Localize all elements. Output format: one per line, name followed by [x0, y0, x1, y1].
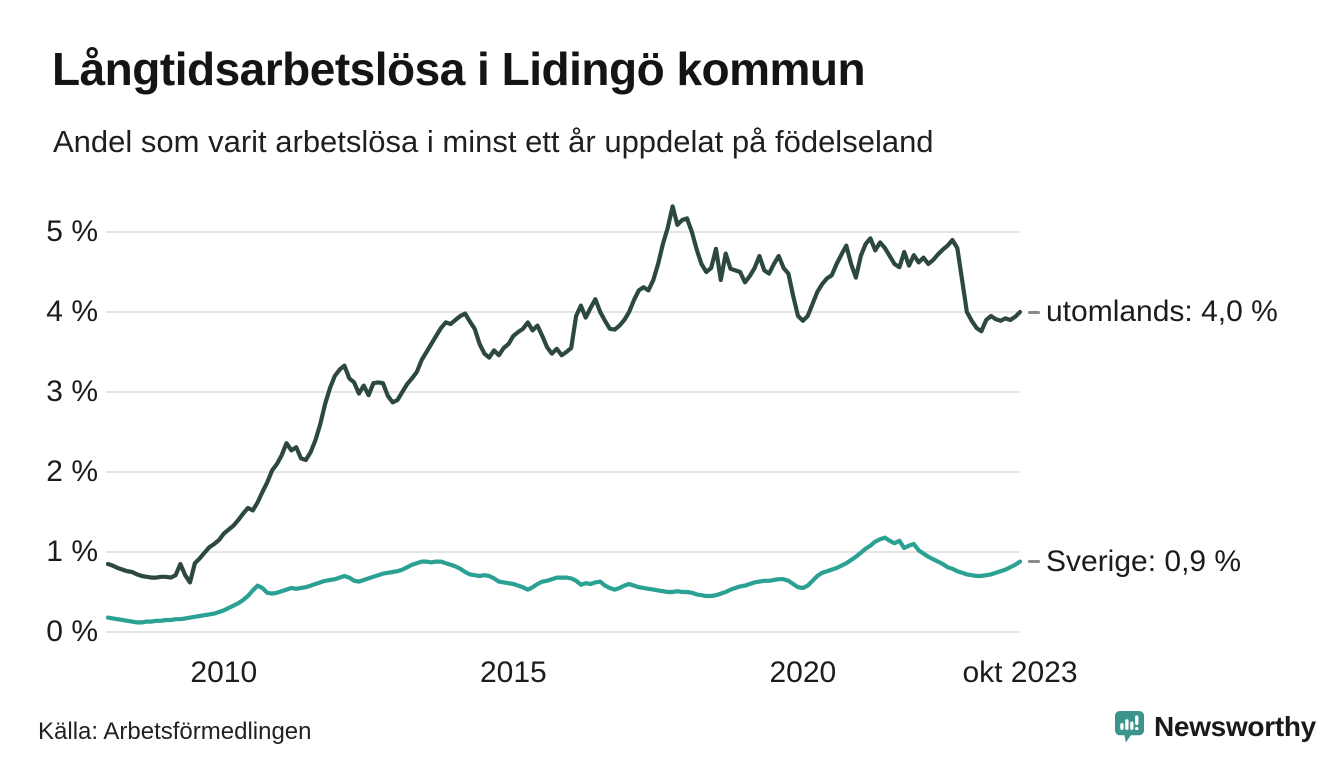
source-note: Källa: Arbetsförmedlingen	[38, 718, 312, 745]
y-axis-label: 3 %	[46, 375, 98, 408]
x-axis-label: 2010	[190, 656, 258, 689]
series-label-text: utomlands: 4,0 %	[1046, 295, 1278, 328]
x-axis-label: 2015	[479, 656, 547, 689]
page-title: Långtidsarbetslösa i Lidingö kommun	[52, 43, 866, 95]
series-label-text: Sverige: 0,9 %	[1046, 544, 1242, 578]
y-axis-label: 0 %	[46, 615, 98, 648]
series-label-sverige: Sverige: 0,9 %	[1028, 543, 1241, 581]
newsworthy-logo-icon	[1114, 710, 1145, 744]
sverige-line	[105, 535, 1023, 625]
newsworthy-logo: Newsworthy	[1114, 710, 1316, 744]
y-axis-label: 4 %	[46, 295, 98, 328]
y-axis-label: 5 %	[46, 215, 98, 248]
page-subtitle: Andel som varit arbetslösa i minst ett å…	[53, 124, 934, 159]
x-axis-label: 2020	[769, 656, 837, 689]
y-axis-label: 2 %	[46, 455, 98, 488]
label-tick-dash	[1028, 310, 1040, 314]
x-axis-label: okt 2023	[962, 656, 1078, 689]
label-tick-dash	[1028, 560, 1040, 564]
utomlands-line	[105, 204, 1023, 585]
newsworthy-logo-text: Newsworthy	[1154, 711, 1316, 742]
y-axis-label: 1 %	[46, 535, 98, 568]
series-label-utomlands: utomlands: 4,0 %	[1028, 293, 1278, 331]
